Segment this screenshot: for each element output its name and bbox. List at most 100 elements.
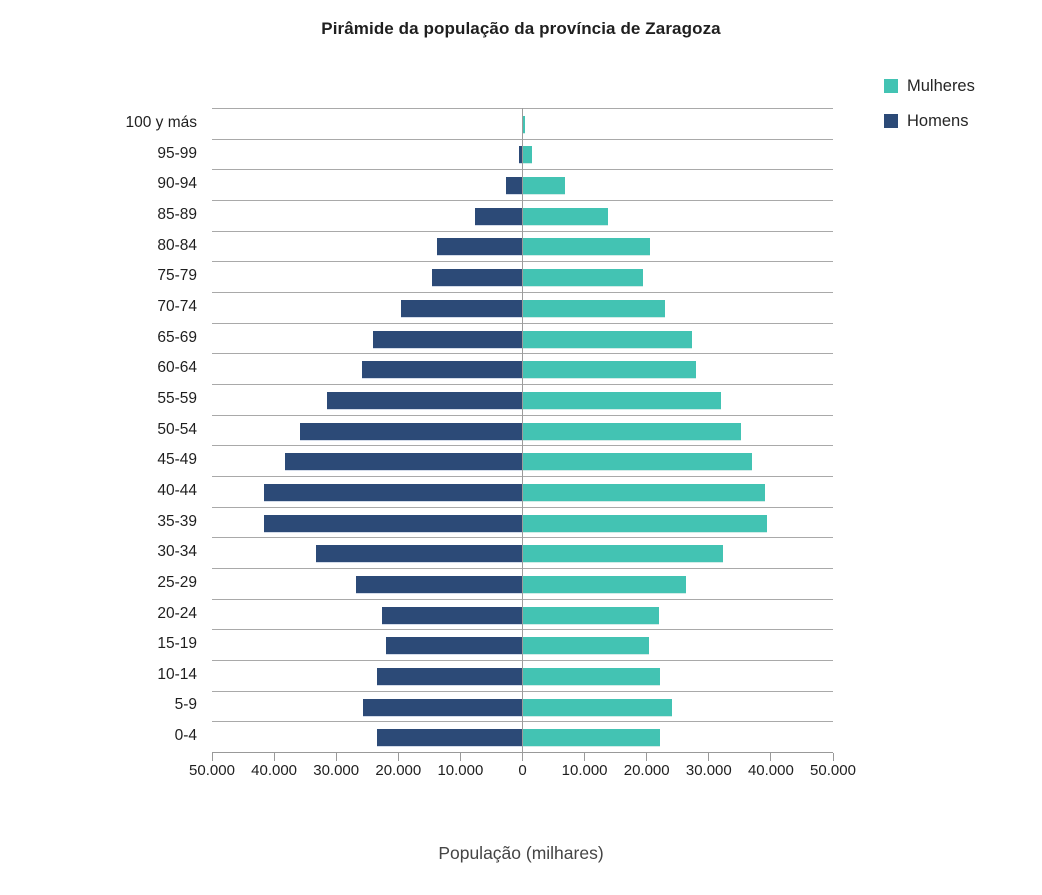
mulheres-swatch-icon xyxy=(884,79,898,93)
x-axis-tick-label: 40.000 xyxy=(251,762,298,779)
homens-bar xyxy=(400,299,523,317)
category-label: 75-79 xyxy=(157,267,197,285)
legend-label-mulheres: Mulheres xyxy=(907,76,975,95)
mulheres-bar xyxy=(522,514,768,532)
mulheres-bar xyxy=(522,391,722,409)
plot-area xyxy=(212,108,833,760)
mulheres-bar xyxy=(522,177,565,195)
mulheres-bar xyxy=(522,575,686,593)
mulheres-bar xyxy=(522,698,672,716)
pyramid-row xyxy=(212,506,833,538)
mulheres-bar xyxy=(522,299,666,317)
homens-bar xyxy=(431,269,523,287)
mulheres-bar xyxy=(522,361,696,379)
category-label: 70-74 xyxy=(157,297,197,315)
homens-bar xyxy=(382,606,523,624)
x-axis-tick xyxy=(832,753,834,761)
mulheres-bar xyxy=(522,422,742,440)
category-label: 100 y más xyxy=(125,114,197,131)
homens-bar xyxy=(300,422,523,440)
pyramid-row xyxy=(212,384,833,415)
homens-bar xyxy=(372,330,523,348)
category-label: 15-19 xyxy=(157,635,197,653)
mulheres-bar xyxy=(522,330,693,348)
category-label: 95-99 xyxy=(157,144,197,162)
homens-bar xyxy=(437,238,523,256)
pyramid-row xyxy=(212,445,833,476)
homens-bar xyxy=(263,514,523,532)
mulheres-bar xyxy=(522,637,650,655)
x-axis-tick xyxy=(770,753,772,761)
mulheres-bar xyxy=(522,238,651,256)
category-label: 60-64 xyxy=(157,359,197,377)
category-label: 80-84 xyxy=(157,236,197,254)
x-axis-tick xyxy=(708,753,710,761)
homens-bar xyxy=(505,177,523,195)
legend-item-mulheres: Mulheres xyxy=(884,76,975,96)
category-label: 20-24 xyxy=(157,604,197,622)
chart-title: Pirâmide da população da província de Za… xyxy=(321,19,721,38)
x-axis-tick xyxy=(211,753,213,761)
x-axis-tick-label: 50.000 xyxy=(810,762,856,779)
mulheres-bar xyxy=(522,453,753,471)
x-axis-tick xyxy=(584,753,586,761)
legend-label-homens: Homens xyxy=(907,111,969,130)
homens-bar xyxy=(475,207,523,225)
x-axis-tick xyxy=(273,753,275,761)
y-axis-category-labels: 100 y más 95-99 90-94 85-89 80-84 75-79 70-74 6… xyxy=(0,108,197,752)
x-axis-tick xyxy=(397,753,399,761)
category-label: 50-54 xyxy=(157,420,197,438)
mulheres-bar xyxy=(522,146,532,164)
category-label: 65-69 xyxy=(157,328,197,346)
x-axis-tick-label: 30.000 xyxy=(685,762,732,779)
mulheres-bar xyxy=(522,269,643,287)
homens-bar xyxy=(315,545,523,563)
category-label: 25-29 xyxy=(157,573,197,591)
category-label: 55-59 xyxy=(157,389,197,407)
category-label: 45-49 xyxy=(157,451,197,469)
x-axis-tick-labels: 50.000 40.000 30.000 20.000 10.000 0 10.000 20.… xyxy=(189,762,856,782)
homens-bar xyxy=(519,146,523,164)
category-label: 0-4 xyxy=(174,727,197,745)
x-axis-tick xyxy=(459,753,461,761)
legend-item-homens: Homens xyxy=(884,111,975,131)
x-axis-tick xyxy=(335,753,337,761)
mulheres-bar xyxy=(522,115,525,133)
x-axis-tick-label: 30.000 xyxy=(313,762,360,779)
x-axis-title: População (milhares) xyxy=(438,843,604,863)
zero-axis-line xyxy=(521,108,524,760)
homens-swatch-icon xyxy=(884,114,898,128)
x-axis-tick-label: 20.000 xyxy=(623,762,670,779)
category-label: 35-39 xyxy=(157,512,197,530)
legend: Mulheres Homens xyxy=(884,76,975,146)
x-axis-tick-label: 20.000 xyxy=(375,762,422,779)
category-label: 5-9 xyxy=(174,696,197,714)
mulheres-bar xyxy=(522,729,661,747)
homens-bar xyxy=(361,361,523,379)
x-axis-tick xyxy=(646,753,648,761)
mulheres-bar xyxy=(522,207,608,225)
homens-bar xyxy=(326,391,523,409)
x-axis-tick-label: 0 xyxy=(518,762,527,779)
category-label: 10-14 xyxy=(157,665,197,683)
mulheres-bar xyxy=(522,483,765,501)
homens-bar xyxy=(376,729,523,747)
x-axis-tick-label: 50.000 xyxy=(189,762,235,779)
homens-bar xyxy=(264,483,523,501)
homens-bar xyxy=(356,575,523,593)
mulheres-bar xyxy=(522,667,661,685)
category-label: 30-34 xyxy=(157,543,197,561)
x-axis-tick-label: 10.000 xyxy=(561,762,608,779)
x-axis-tick-label: 40.000 xyxy=(747,762,794,779)
mulheres-bar xyxy=(522,606,660,624)
category-label: 40-44 xyxy=(157,481,197,499)
x-axis-tick-label: 10.000 xyxy=(437,762,484,779)
homens-bar xyxy=(284,453,523,471)
homens-bar xyxy=(376,667,523,685)
homens-bar xyxy=(362,698,523,716)
category-label: 85-89 xyxy=(157,205,197,223)
mulheres-bar xyxy=(522,545,724,563)
homens-bar xyxy=(385,637,523,655)
category-label: 90-94 xyxy=(157,175,197,193)
